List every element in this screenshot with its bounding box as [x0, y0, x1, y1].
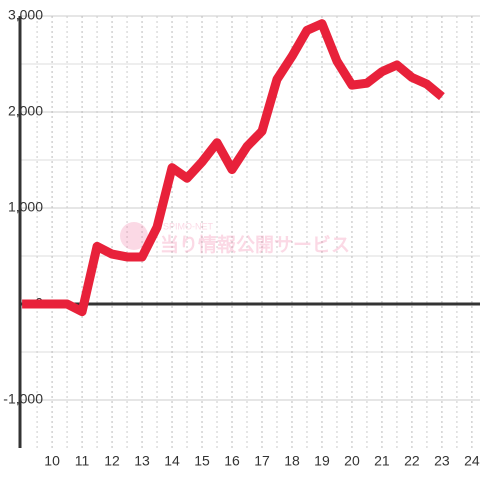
- y-tick-label: -1,000: [3, 391, 43, 407]
- x-tick-label: 19: [314, 453, 330, 469]
- x-tick-label: 10: [44, 453, 60, 469]
- y-tick-label: 1,000: [8, 199, 43, 215]
- x-tick-label: 20: [344, 453, 360, 469]
- x-tick-label: 17: [254, 453, 270, 469]
- watermark-brand: SPIMO-NET: [163, 221, 214, 231]
- line-series: [22, 19, 445, 317]
- x-tick-label: 13: [134, 453, 150, 469]
- x-tick-label: 21: [374, 453, 390, 469]
- x-tick-label: 14: [164, 453, 180, 469]
- x-tick-label: 15: [194, 453, 210, 469]
- watermark-logo: [120, 222, 148, 250]
- watermark: SPIMO-NET 当り情報公開サービス: [120, 221, 350, 256]
- x-tick-label: 23: [434, 453, 450, 469]
- y-tick-label: 2,000: [8, 103, 43, 119]
- x-tick-label: 18: [284, 453, 300, 469]
- x-tick-label: 12: [104, 453, 120, 469]
- x-tick-label: 11: [75, 453, 90, 469]
- x-tick-label: 22: [404, 453, 420, 469]
- x-tick-label: 16: [224, 453, 240, 469]
- y-tick-label: 3,000: [8, 7, 43, 23]
- watermark-text: 当り情報公開サービス: [160, 233, 350, 256]
- x-tick-label: 24: [464, 453, 480, 469]
